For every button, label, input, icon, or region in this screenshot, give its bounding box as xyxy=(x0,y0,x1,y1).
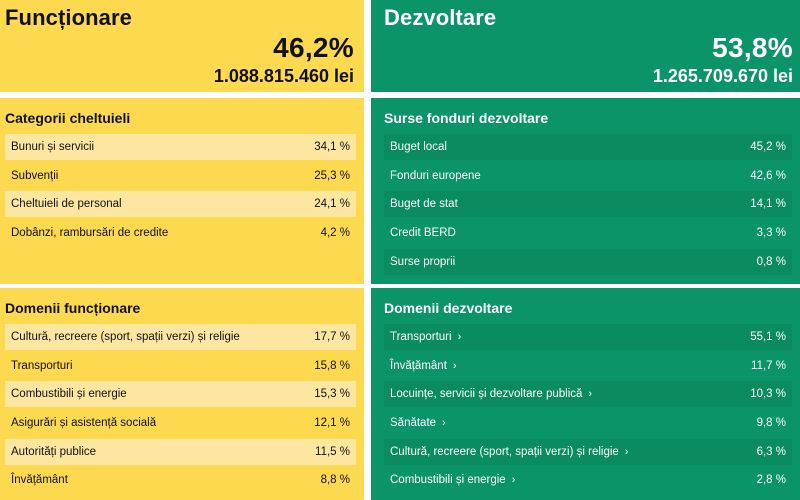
categorii-cheltuieli-list: Bunuri și servicii 34,1 % Subvenții 25,3… xyxy=(5,134,356,249)
row-value: 15,8 % xyxy=(314,359,350,372)
row-value: 0,8 % xyxy=(756,255,786,268)
row-label-group: Combustibili și energie › xyxy=(390,474,515,486)
row-label: Învățământ xyxy=(390,359,447,372)
row-label: Combustibili și energie xyxy=(11,388,127,401)
domenii-functionare-row: Asigurări și asistență socială 12,1 % xyxy=(5,410,356,436)
surse-row-buget-de-stat: Buget de stat 14,1 % xyxy=(384,191,792,218)
chevron-right-icon: › xyxy=(457,331,462,343)
row-label: Transporturi xyxy=(11,359,73,372)
row-label: Cheltuieli de personal xyxy=(11,198,122,211)
domenii-dezvoltare-row-invatamant[interactable]: Învățământ › 11,7 % xyxy=(384,352,792,379)
domenii-dezvoltare-row-cultura[interactable]: Cultură, recreere (sport, spații verzi) … xyxy=(384,438,792,465)
domenii-dezvoltare-row-transporturi[interactable]: Transporturi › 55,1 % xyxy=(384,324,792,350)
domenii-functionare-row: Transporturi 15,8 % xyxy=(5,353,356,379)
domenii-functionare-title: Domenii funcționare xyxy=(5,300,141,316)
surse-row-buget-local: Buget local 45,2 % xyxy=(384,134,792,160)
domenii-functionare-panel: Domenii funcționare Cultură, recreere (s… xyxy=(0,288,364,500)
row-label-group: Învățământ › xyxy=(390,360,457,372)
row-label: Dobânzi, rambursări de credite xyxy=(11,227,169,240)
row-label-group: Locuințe, servicii și dezvoltare publică… xyxy=(390,388,592,400)
row-label: Subvenții xyxy=(11,169,59,182)
domenii-dezvoltare-row-sanatate[interactable]: Sănătate › 9,8 % xyxy=(384,410,792,437)
chevron-right-icon: › xyxy=(588,388,593,401)
domenii-functionare-list: Cultură, recreere (sport, spații verzi) … xyxy=(5,324,356,496)
dezvoltare-percent: 53,8% xyxy=(712,32,793,63)
surse-fonduri-title: Surse fonduri dezvoltare xyxy=(384,110,549,126)
surse-row-surse-proprii: Surse proprii 0,8 % xyxy=(384,248,792,275)
functionare-title: Funcționare xyxy=(5,5,132,30)
row-label: Buget de stat xyxy=(390,198,458,211)
row-value: 15,3 % xyxy=(314,388,350,401)
row-value: 4,2 % xyxy=(320,227,350,240)
row-value: 34,1 % xyxy=(314,141,350,153)
row-value: 17,7 % xyxy=(314,331,350,343)
row-label-group: Sănătate › xyxy=(390,417,446,429)
row-value: 11,5 % xyxy=(315,445,350,458)
surse-fonduri-panel: Surse fonduri dezvoltare Buget local 45,… xyxy=(371,98,800,284)
domenii-functionare-row: Învățământ 8,8 % xyxy=(5,467,356,493)
domenii-functionare-row: Combustibili și energie 15,3 % xyxy=(5,381,356,408)
dezvoltare-header: Dezvoltare 53,8% 1.265.709.670 lei xyxy=(371,0,800,92)
dezvoltare-title: Dezvoltare xyxy=(384,5,497,30)
row-value: 25,3 % xyxy=(314,169,350,182)
functionare-percent: 46,2% xyxy=(273,32,354,63)
row-value: 12,1 % xyxy=(314,417,350,430)
surse-row-fonduri-europene: Fonduri europene 42,6 % xyxy=(384,162,792,189)
row-label: Fonduri europene xyxy=(390,169,481,182)
chevron-right-icon: › xyxy=(452,359,457,372)
row-value: 55,1 % xyxy=(750,331,786,343)
row-label: Transporturi xyxy=(390,331,452,343)
row-value: 3,3 % xyxy=(756,227,786,240)
domenii-functionare-row: Cultură, recreere (sport, spații verzi) … xyxy=(5,324,356,350)
row-label: Bunuri și servicii xyxy=(11,141,95,153)
row-value: 45,2 % xyxy=(750,141,786,153)
row-value: 10,3 % xyxy=(750,388,786,401)
row-value: 9,8 % xyxy=(756,417,786,430)
domenii-dezvoltare-title: Domenii dezvoltare xyxy=(384,300,513,316)
functionare-amount: 1.088.815.460 lei xyxy=(213,66,354,86)
functionare-header: Funcționare 46,2% 1.088.815.460 lei xyxy=(0,0,364,92)
surse-fonduri-list: Buget local 45,2 % Fonduri europene 42,6… xyxy=(384,134,792,277)
row-label: Sănătate xyxy=(390,417,437,430)
row-label: Cultură, recreere (sport, spații verzi) … xyxy=(11,331,240,343)
domenii-functionare-row: Autorități publice 11,5 % xyxy=(5,438,356,465)
row-value: 2,8 % xyxy=(756,474,786,487)
domenii-dezvoltare-list: Transporturi › 55,1 % Învățământ › 11,7 % … xyxy=(384,324,792,496)
categorii-cheltuieli-title: Categorii cheltuieli xyxy=(5,110,131,126)
row-value: 6,3 % xyxy=(756,445,786,458)
categorii-cheltuieli-panel: Categorii cheltuieli Bunuri și servicii … xyxy=(0,98,364,284)
row-label-group: Cultură, recreere (sport, spații verzi) … xyxy=(390,446,628,458)
categorii-row-bunuri: Bunuri și servicii 34,1 % xyxy=(5,134,356,160)
row-label: Surse proprii xyxy=(390,255,456,268)
domenii-dezvoltare-panel: Domenii dezvoltare Transporturi › 55,1 % … xyxy=(371,288,800,500)
row-label: Învățământ xyxy=(11,474,68,487)
row-label: Autorități publice xyxy=(11,445,97,458)
row-label: Asigurări și asistență socială xyxy=(11,417,157,430)
row-label: Locuințe, servicii și dezvoltare publică xyxy=(390,388,583,401)
row-value: 8,8 % xyxy=(320,474,350,487)
chevron-right-icon: › xyxy=(442,417,446,430)
domenii-dezvoltare-row-locuinte[interactable]: Locuințe, servicii și dezvoltare publică… xyxy=(384,381,792,408)
chevron-right-icon: › xyxy=(624,445,629,458)
dezvoltare-amount: 1.265.709.670 lei xyxy=(652,66,793,86)
domenii-dezvoltare-row-combustibili[interactable]: Combustibili și energie › 2,8 % xyxy=(384,467,792,494)
surse-row-credit-berd: Credit BERD 3,3 % xyxy=(384,220,792,247)
row-label: Cultură, recreere (sport, spații verzi) … xyxy=(390,445,619,458)
row-label: Credit BERD xyxy=(390,227,456,240)
row-label: Combustibili și energie xyxy=(390,474,506,487)
chevron-right-icon: › xyxy=(511,474,516,487)
categorii-row-subventii: Subvenții 25,3 % xyxy=(5,163,356,189)
row-value: 42,6 % xyxy=(750,169,786,182)
row-label-group: Transporturi › xyxy=(390,331,461,343)
row-value: 11,7 % xyxy=(751,359,786,372)
categorii-row-personal: Cheltuieli de personal 24,1 % xyxy=(5,191,356,218)
row-label: Buget local xyxy=(390,141,447,153)
categorii-row-dobanzi: Dobânzi, rambursări de credite 4,2 % xyxy=(5,220,356,246)
row-value: 14,1 % xyxy=(750,198,786,211)
row-value: 24,1 % xyxy=(314,198,350,211)
